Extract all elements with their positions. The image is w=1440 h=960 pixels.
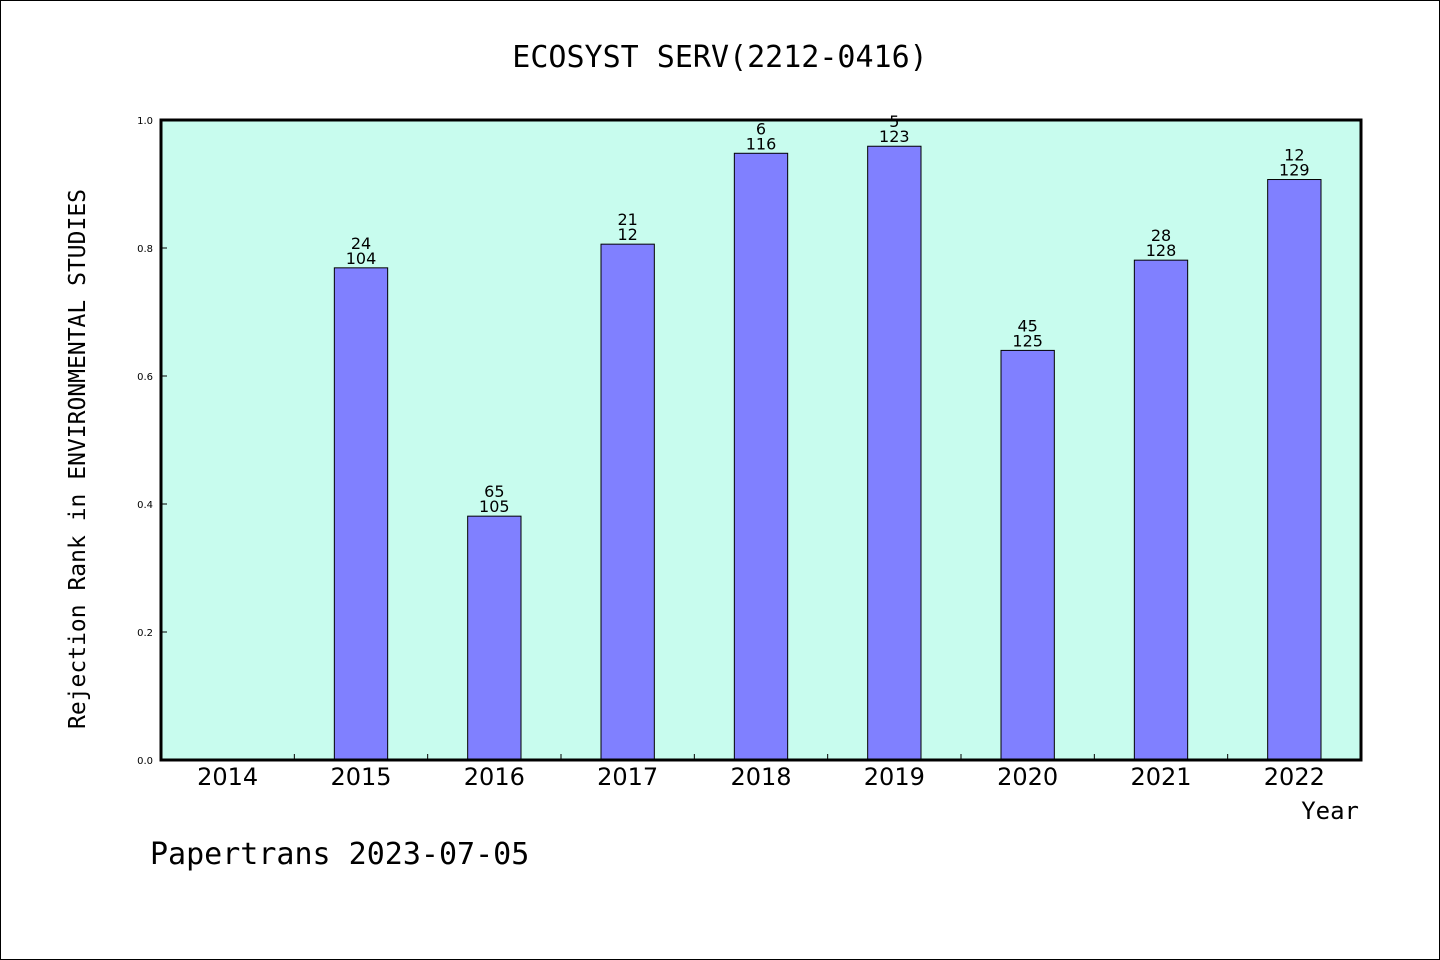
footer-text: Papertrans 2023-07-05 xyxy=(150,837,529,872)
plot-frame xyxy=(159,118,1363,762)
x-tick-label: 2017 xyxy=(597,763,658,791)
bar-2017 xyxy=(600,243,655,761)
y-tick-labels: 0.0 0.2 0.4 0.6 0.8 1.0 xyxy=(137,116,153,767)
bar-label-top: 28 xyxy=(1151,226,1171,245)
y-tick-label: 0.8 xyxy=(137,244,153,255)
bar-label-top: 21 xyxy=(617,210,637,229)
x-tick-label: 2021 xyxy=(1130,763,1191,791)
bar-label-bottom: 125 xyxy=(1012,331,1043,350)
y-tick-label: 0.6 xyxy=(137,372,153,383)
x-tick-label: 2015 xyxy=(330,763,391,791)
x-tick-label: 2020 xyxy=(997,763,1058,791)
y-tick-label: 0.2 xyxy=(137,628,153,639)
y-axis-label: Rejection Rank in ENVIRONMENTAL STUDIES xyxy=(65,189,91,729)
chart-title: ECOSYST SERV(2212-0416) xyxy=(512,40,927,75)
bar-label-bottom: 123 xyxy=(879,127,910,146)
bar-2016 xyxy=(467,515,522,761)
bar-label-top: 5 xyxy=(889,112,899,131)
bar-label-bottom: 128 xyxy=(1146,241,1177,260)
bar-label-top: 12 xyxy=(1284,146,1304,165)
bar-label-bottom: 12 xyxy=(617,225,637,244)
y-tick-label: 0.4 xyxy=(137,500,153,511)
x-tick-label: 2014 xyxy=(197,763,258,791)
bar-2020 xyxy=(1000,349,1055,761)
x-tick-label: 2019 xyxy=(864,763,925,791)
x-axis-label: Year xyxy=(1301,797,1359,825)
bar-label-top: 6 xyxy=(756,119,766,138)
bar-label-bottom: 104 xyxy=(346,249,377,268)
bar-label-bottom: 129 xyxy=(1279,161,1310,180)
bar-2022 xyxy=(1267,179,1322,761)
bar-2021 xyxy=(1133,259,1189,761)
bar-label-top: 24 xyxy=(351,234,371,253)
x-tick-label: 2022 xyxy=(1264,763,1325,791)
bar-2015 xyxy=(333,267,389,761)
bar-label-top: 65 xyxy=(484,482,504,501)
x-tick-labels: 2014 2015 2016 2017 2018 2019 2020 2021 2022 xyxy=(197,763,1325,791)
bar-label-bottom: 116 xyxy=(746,134,777,153)
x-tick-label: 2018 xyxy=(730,763,791,791)
bar-label-top: 45 xyxy=(1017,316,1037,335)
bar-label-bottom: 105 xyxy=(479,497,510,516)
bar-2018 xyxy=(733,152,789,761)
bar-2019 xyxy=(867,145,922,761)
y-tick-label: 1.0 xyxy=(137,116,153,127)
x-tick-label: 2016 xyxy=(464,763,525,791)
y-tick-label: 0.0 xyxy=(137,756,153,767)
bars-group xyxy=(333,145,1322,761)
